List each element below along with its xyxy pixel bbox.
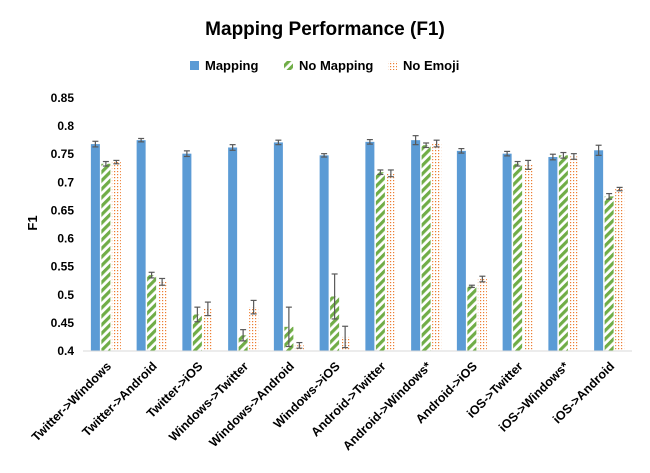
bar-mapping <box>228 147 238 351</box>
y-tick-label: 0.85 <box>51 91 75 105</box>
bar-no-mapping <box>147 275 157 351</box>
bar-mapping <box>548 157 558 351</box>
bar-no-emoji <box>203 308 213 351</box>
category-label: Windows->Twitter <box>166 359 251 444</box>
y-axis-title: F1 <box>25 215 40 230</box>
legend: Mapping No Mapping No Emoji <box>190 58 459 73</box>
bar-no-mapping <box>330 296 340 351</box>
bar-no-emoji <box>386 173 396 351</box>
bar-no-emoji <box>523 164 533 351</box>
y-tick-label: 0.6 <box>57 232 74 246</box>
legend-swatch-no-mapping <box>284 61 293 70</box>
bar-no-emoji <box>111 162 121 351</box>
y-tick-label: 0.4 <box>57 344 74 358</box>
legend-label: No Emoji <box>403 58 459 73</box>
category-label: Windows->Android <box>206 359 297 450</box>
bar-mapping <box>365 141 375 351</box>
bar-no-mapping <box>101 163 111 351</box>
bar-no-mapping <box>421 145 431 351</box>
bar-no-mapping <box>192 314 202 351</box>
y-tick-label: 0.65 <box>51 203 75 217</box>
bar-no-mapping <box>467 286 477 351</box>
bar-no-emoji <box>569 156 579 351</box>
bar-no-emoji <box>615 189 625 351</box>
error-bars <box>92 135 623 349</box>
legend-label: Mapping <box>205 58 258 73</box>
bar-mapping <box>273 142 283 351</box>
bar-mapping <box>90 144 100 351</box>
bar-no-emoji <box>249 307 259 351</box>
y-tick-label: 0.55 <box>51 260 75 274</box>
bar-mapping <box>502 153 512 351</box>
y-tick-label: 0.45 <box>51 316 75 330</box>
bar-no-mapping <box>604 196 614 351</box>
legend-label: No Mapping <box>299 58 373 73</box>
bar-no-mapping <box>238 335 248 351</box>
bar-mapping <box>136 140 146 351</box>
y-tick-label: 0.8 <box>57 119 74 133</box>
y-axis: 0.4 0.45 0.5 0.55 0.6 0.65 0.7 0.75 0.8 0.85 <box>51 91 75 358</box>
bar-no-mapping <box>558 155 568 351</box>
bar-no-emoji <box>157 281 167 351</box>
bars <box>90 140 625 351</box>
category-label: Twitter->Windows <box>29 359 114 444</box>
bar-mapping <box>411 140 421 351</box>
x-axis: Twitter->WindowsTwitter->AndroidTwitter-… <box>29 350 632 453</box>
bar-no-emoji <box>477 279 487 351</box>
bar-no-mapping <box>513 163 523 351</box>
y-tick-label: 0.7 <box>57 175 74 189</box>
chart-title: Mapping Performance (F1) <box>205 19 445 40</box>
bar-mapping <box>182 153 192 351</box>
category-label: Android->Windows* <box>340 359 434 453</box>
legend-swatch-mapping <box>190 61 199 70</box>
bar-mapping <box>319 155 329 351</box>
bar-no-emoji <box>432 143 442 351</box>
bar-mapping <box>456 150 466 351</box>
bar-mapping <box>594 150 604 351</box>
legend-swatch-no-emoji <box>388 61 397 70</box>
bar-no-mapping <box>375 172 385 351</box>
y-tick-label: 0.5 <box>57 288 74 302</box>
y-tick-label: 0.75 <box>51 147 75 161</box>
